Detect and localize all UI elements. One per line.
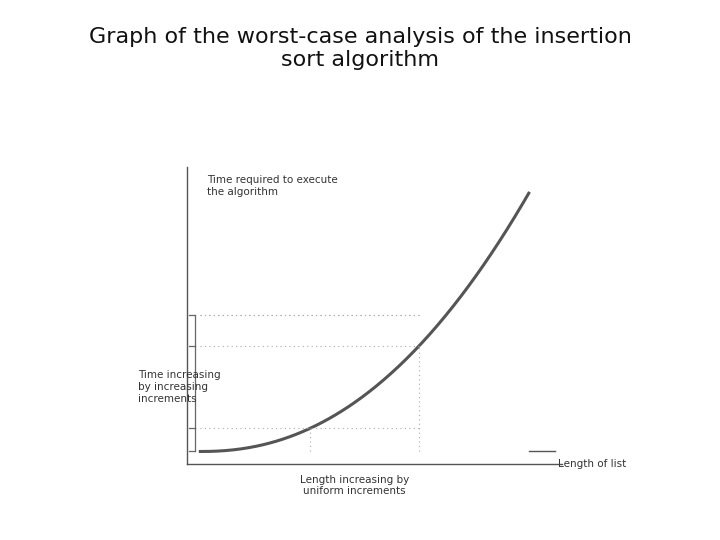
Text: Time required to execute
the algorithm: Time required to execute the algorithm xyxy=(207,175,338,197)
Text: Time increasing
by increasing
increments: Time increasing by increasing increments xyxy=(138,370,220,403)
Text: Graph of the worst-case analysis of the insertion
sort algorithm: Graph of the worst-case analysis of the … xyxy=(89,27,631,70)
Text: Length of list: Length of list xyxy=(558,459,626,469)
Text: Length increasing by
uniform increments: Length increasing by uniform increments xyxy=(300,475,409,496)
